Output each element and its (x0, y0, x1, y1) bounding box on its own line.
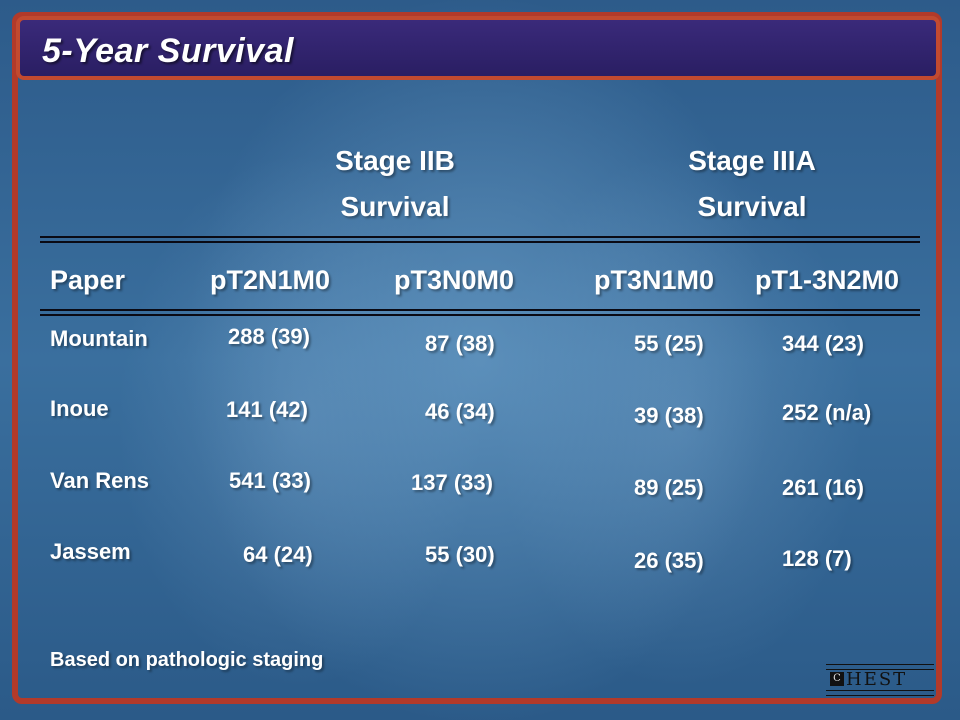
logo-word: HEST (846, 669, 908, 690)
column-header-pt3n0m0: pT3N0M0 (394, 265, 515, 295)
table-cell: 137 (33) (411, 470, 493, 495)
column-header-paper: Paper (50, 265, 126, 295)
table-cell: 55 (30) (425, 542, 495, 567)
table-cell: 261 (16) (782, 475, 864, 500)
header-rule-top-2 (40, 241, 920, 243)
table-cell: 39 (38) (634, 403, 704, 428)
group-header-stage-iiia: Stage IIIA Survival (654, 138, 850, 230)
group-header-stage-iib: Stage IIB Survival (300, 138, 490, 230)
table-cell: 252 (n/a) (782, 400, 872, 425)
table-cell: 89 (25) (634, 475, 704, 500)
table-cell: 141 (42) (226, 397, 308, 422)
column-header-pt1-3n2m0: pT1-3N2M0 (755, 265, 900, 295)
table-cell: 288 (39) (228, 324, 310, 349)
row-label-van-rens: Van Rens (50, 468, 150, 493)
slide-title: 5-Year Survival (42, 32, 294, 70)
table-cell: 26 (35) (634, 548, 704, 573)
slide-frame (12, 12, 942, 704)
table-cell: 344 (23) (782, 331, 864, 356)
chest-logo: C HEST (826, 664, 934, 696)
logo-bottom-band (826, 690, 934, 696)
table-cell: 87 (38) (425, 331, 495, 356)
table-cell: 541 (33) (229, 468, 311, 493)
group-header-line1: Stage IIB (335, 145, 455, 176)
table-cell: 64 (24) (243, 542, 313, 567)
row-label-jassem: Jassem (50, 539, 131, 564)
group-header-line2: Survival (697, 191, 807, 222)
footnote: Based on pathologic staging (50, 649, 324, 671)
column-header-pt2n1m0: pT2N1M0 (210, 265, 331, 295)
table-cell: 128 (7) (782, 546, 852, 571)
column-header-pt3n1m0: pT3N1M0 (594, 265, 715, 295)
table-cell: 46 (34) (425, 399, 495, 424)
table-cell: 55 (25) (634, 331, 704, 356)
group-header-line1: Stage IIIA (688, 145, 816, 176)
header-rule-bottom-1 (40, 309, 920, 311)
header-rule-top-1 (40, 236, 920, 238)
logo-mark: C (830, 672, 844, 686)
logo-top-band (826, 664, 934, 670)
row-label-mountain: Mountain (50, 326, 148, 351)
row-label-inoue: Inoue (50, 396, 109, 421)
title-bar (16, 16, 940, 80)
group-header-line2: Survival (340, 191, 450, 222)
header-rule-bottom-2 (40, 314, 920, 316)
